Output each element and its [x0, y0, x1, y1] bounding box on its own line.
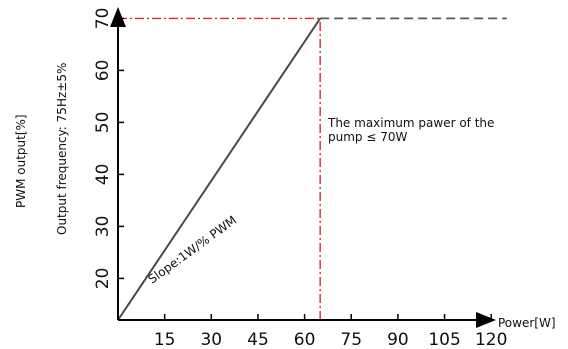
x-tick-label: 75 [340, 330, 362, 349]
y-tick-label: 50 [93, 112, 113, 134]
y-tick-label: 70 [93, 8, 113, 30]
y-tick-label: 40 [93, 164, 113, 186]
y-tick-group: 2030405060708090100 [93, 8, 124, 290]
y-tick-label: 20 [93, 268, 113, 290]
x-tick-label: 60 [294, 330, 316, 349]
y-tick-label: 30 [93, 216, 113, 238]
x-tick-label: 15 [154, 330, 176, 349]
y-axis-secondary-title: Output frequency: 75Hz±5% [55, 63, 69, 235]
y-tick-label: 60 [93, 60, 113, 82]
max-power-note-line2: pump ≤ 70W [328, 130, 407, 144]
x-tick-label: 105 [428, 330, 460, 349]
slope-label: Slope:1W/% PWM [146, 213, 240, 286]
series-layer [117, 17, 321, 321]
max-power-note-line1: The maximum pawer of the [327, 116, 494, 130]
x-tick-label: 30 [200, 330, 222, 349]
x-tick-label: 45 [247, 330, 269, 349]
y-axis-title: PWM output[%] [14, 114, 28, 208]
x-tick-group: 15 30 45 60 75 90 105 120 [154, 314, 507, 349]
x-axis-title: Power[W] [498, 316, 556, 330]
pwm-power-series-line [117, 17, 321, 321]
reference-lines [118, 17, 321, 320]
x-tick-label: 120 [475, 330, 507, 349]
x-tick-label: 90 [387, 330, 409, 349]
